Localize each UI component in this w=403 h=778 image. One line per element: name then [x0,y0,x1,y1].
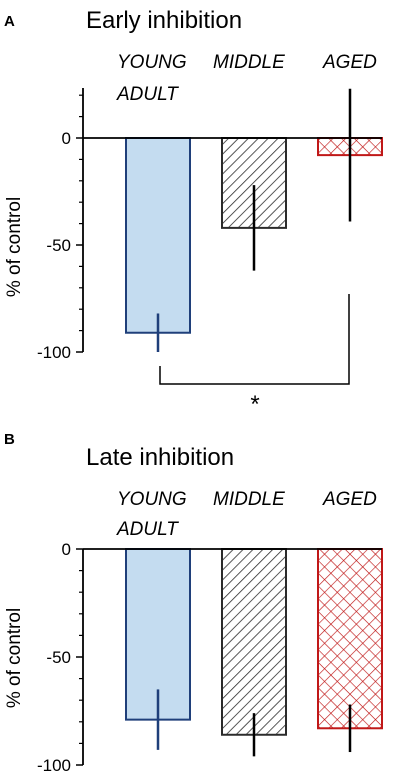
panel-b-title: Late inhibition [86,444,234,471]
panel-a-bars [125,88,383,352]
panel-b-cat-middle: MIDDLE [213,489,285,510]
panel-a-category-labels: YOUNG ADULT MIDDLE AGED [116,52,377,105]
panel-a-axis: 0 -50 -100 [37,88,382,362]
panel-a-cat-aged: AGED [322,52,377,73]
panel-a-title: Early inhibition [86,7,242,34]
panel-a-cat-young-line1: YOUNG [117,52,187,73]
panel-a-significance: * [159,294,350,418]
panel-a-tick-label: -50 [46,236,71,255]
panel-a-cat-middle: MIDDLE [213,52,285,73]
panel-b-category-labels: YOUNG ADULT MIDDLE AGED [116,489,377,540]
panel-b-letter: B [4,431,15,448]
panel-b-bar-aged [317,548,383,730]
panel-b-cat-aged: AGED [322,489,377,510]
panel-b-cat-young-line1: YOUNG [117,489,187,510]
panel-b-bar-middle [221,548,287,736]
panel-b-axis: 0 -50 -100 [37,540,382,775]
significance-bracket [159,294,350,385]
panel-b-y-axis-label: % of control [4,608,25,708]
panel-a-tick-label: 0 [62,129,71,148]
significance-star: * [250,391,259,418]
panel-a-bar-young [125,137,191,334]
panel-a-y-axis-label: % of control [4,197,25,297]
panel-b-tick-label: 0 [62,540,71,559]
panel-a-cat-young-line2: ADULT [116,84,179,105]
panel-b: B Late inhibition YOUNG ADULT MIDDLE AGE… [4,431,383,775]
panel-b-tick-label: -100 [37,756,71,775]
panel-a-letter: A [4,13,15,30]
panel-b-bars [125,548,383,757]
panel-b-tick-label: -50 [46,648,71,667]
panel-b-cat-young-line2: ADULT [116,519,179,540]
panel-a-tick-label: -100 [37,343,71,362]
panel-a: A Early inhibition YOUNG ADULT MIDDLE AG… [4,7,383,418]
